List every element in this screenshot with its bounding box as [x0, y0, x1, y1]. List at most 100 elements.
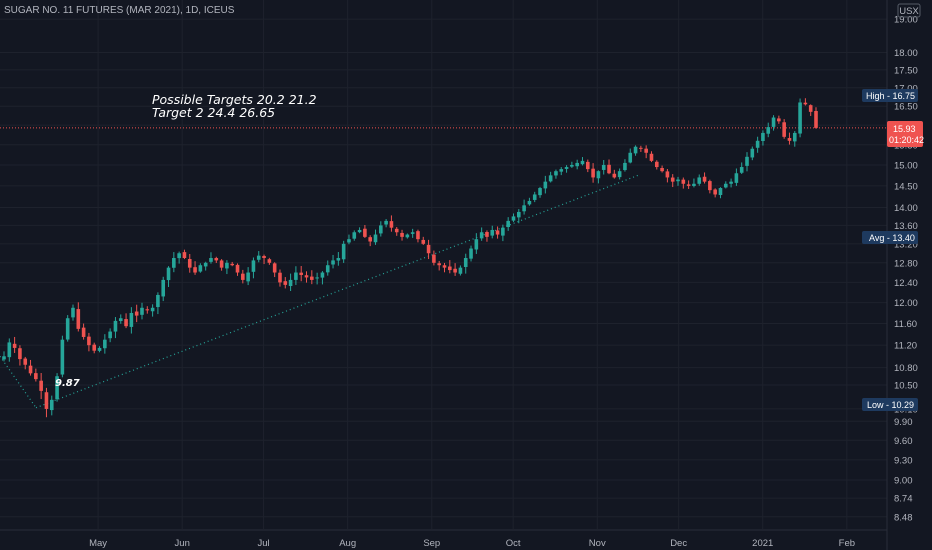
- candle-body: [315, 277, 319, 279]
- candle-body: [299, 272, 304, 275]
- price-tick: 15.00: [894, 160, 918, 171]
- candle-body: [341, 243, 346, 260]
- low-badge-label: Low - 10.29: [867, 400, 914, 410]
- high-badge-label: High - 16.75: [866, 91, 915, 101]
- candle-body: [437, 263, 441, 266]
- candle-body: [288, 279, 293, 287]
- price-tick: 16.50: [894, 102, 918, 113]
- candle-body: [34, 373, 38, 380]
- candle-body: [532, 194, 537, 200]
- candle-body: [623, 162, 627, 171]
- candle-body: [7, 342, 12, 358]
- candle-body: [458, 267, 463, 274]
- candle-body: [453, 268, 457, 273]
- candle-body: [501, 227, 505, 236]
- candle-body: [448, 266, 452, 271]
- candle-body: [193, 267, 197, 273]
- last-price-badge: 15.93 01:20:42: [887, 121, 924, 147]
- candle-body: [379, 225, 383, 234]
- candle-body: [331, 260, 335, 265]
- candle-body: [570, 164, 574, 167]
- candle-body: [506, 220, 510, 228]
- time-tick: Jul: [258, 538, 270, 549]
- candle-body: [23, 358, 28, 365]
- candle-body: [310, 276, 314, 280]
- candle-body: [108, 331, 112, 339]
- candle-body: [225, 262, 229, 269]
- candle-body: [12, 343, 17, 348]
- candle-body: [150, 307, 155, 312]
- candle-body: [527, 200, 532, 205]
- candle-body: [660, 168, 664, 172]
- candle-body: [267, 259, 272, 263]
- candle-body: [469, 248, 473, 259]
- candle-body: [782, 122, 786, 137]
- candle-body: [103, 339, 107, 349]
- candle-body: [39, 380, 43, 391]
- candle-body: [28, 365, 33, 374]
- candle-body: [522, 205, 526, 212]
- candle-body: [394, 228, 399, 233]
- candle-body: [426, 244, 431, 254]
- candle-body: [145, 309, 150, 311]
- trendline-pre: [0, 355, 37, 409]
- candle-body: [612, 173, 617, 178]
- candle-body: [548, 175, 553, 182]
- candle-body: [347, 239, 351, 243]
- candle-body: [405, 234, 410, 238]
- candle-body: [814, 110, 818, 128]
- candle-body: [209, 258, 213, 262]
- candle-body: [49, 399, 54, 411]
- candle-body: [681, 179, 686, 184]
- annotation-line-2[interactable]: Target 2 24.4 26.65: [152, 105, 275, 120]
- candle-body: [336, 258, 341, 261]
- time-tick: Nov: [589, 538, 606, 549]
- candle-body: [591, 168, 595, 178]
- symbol-title[interactable]: SUGAR NO. 11 FUTURES (MAR 2021), 1D, ICE…: [4, 5, 235, 16]
- candle-body: [384, 220, 388, 225]
- candle-body: [644, 148, 648, 153]
- currency-badge-frame[interactable]: [897, 3, 921, 18]
- candle-body: [410, 232, 415, 234]
- low-marker-label[interactable]: 9.87: [55, 378, 80, 389]
- candle-body: [708, 181, 712, 191]
- candle-body: [156, 294, 160, 308]
- candle-body: [246, 272, 250, 282]
- candle-body: [161, 279, 166, 297]
- candle-body: [203, 262, 208, 267]
- annotation-line-1[interactable]: Possible Targets 20.2 21.2: [152, 92, 317, 107]
- chart-grid: [0, 0, 888, 550]
- candle-body: [745, 156, 749, 166]
- candle-body: [320, 272, 325, 278]
- price-tick: 10.50: [894, 380, 918, 391]
- time-tick: Jun: [175, 538, 190, 549]
- candle-body: [713, 189, 717, 195]
- candle-body: [490, 229, 495, 236]
- candle-body: [241, 273, 245, 280]
- currency-badge[interactable]: USX: [899, 6, 919, 17]
- candle-body: [172, 258, 176, 268]
- candle-body: [787, 138, 792, 141]
- time-axis[interactable]: May Jun Jul Aug Sep Oct Nov Dec 2021 Feb: [89, 538, 855, 549]
- candle-body: [140, 307, 144, 315]
- candle-body: [729, 181, 733, 184]
- candle-body: [718, 188, 723, 196]
- candle-body: [607, 164, 611, 174]
- candle-body: [702, 176, 707, 182]
- candle-body: [803, 102, 808, 105]
- candle-body: [538, 188, 542, 196]
- candle-body: [235, 264, 240, 273]
- price-tick: 11.60: [894, 319, 917, 330]
- candle-body: [628, 152, 633, 163]
- candle-body: [654, 161, 659, 168]
- time-tick: Oct: [506, 538, 521, 549]
- time-tick: May: [89, 538, 107, 549]
- time-tick: Feb: [839, 538, 855, 549]
- candle-body: [18, 348, 22, 360]
- candle-body: [283, 281, 288, 285]
- avg-badge-label: Avg - 13.40: [869, 233, 915, 243]
- candle-body: [798, 102, 802, 134]
- candle-body: [777, 118, 781, 122]
- low-badge: Low - 10.29: [862, 398, 918, 411]
- candle-body: [81, 327, 86, 337]
